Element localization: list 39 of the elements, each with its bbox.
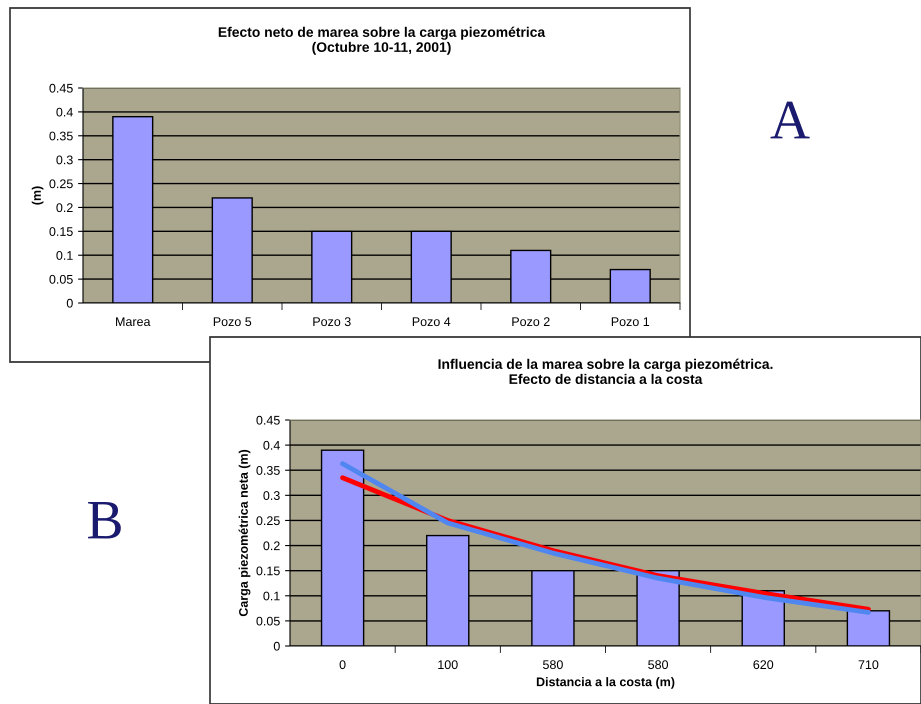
x-tick-label: Marea bbox=[116, 317, 150, 326]
text: A bbox=[770, 102, 810, 138]
y-tick-label: 0.4 bbox=[263, 440, 280, 450]
x-tick-label: Pozo 2 bbox=[512, 317, 550, 326]
y-tick-label: 0.2 bbox=[56, 203, 73, 212]
x-tick-label: Pozo 5 bbox=[214, 317, 252, 326]
y-axis-title: Carga piezométrica neta (m) bbox=[238, 450, 250, 616]
x-tick-label: 0 bbox=[340, 660, 346, 670]
x-tick-label: Pozo 3 bbox=[313, 317, 351, 326]
y-tick-label: 0.15 bbox=[49, 227, 73, 236]
y-tick-label: 0.4 bbox=[56, 108, 73, 117]
x-tick-label: 620 bbox=[753, 660, 774, 670]
y-tick-label: 0 bbox=[66, 298, 73, 308]
y-tick-label: 0.1 bbox=[263, 592, 280, 600]
y-tick-label: 0.05 bbox=[256, 616, 280, 626]
y-axis-title: (m) bbox=[32, 186, 44, 205]
y-tick-label: 0.45 bbox=[256, 416, 280, 425]
text: B bbox=[88, 502, 121, 539]
x-tick-label: 580 bbox=[648, 660, 668, 670]
y-tick-label: 0.45 bbox=[49, 84, 73, 93]
y-tick-label: 0.25 bbox=[256, 516, 280, 526]
y-tick-label: 0.15 bbox=[256, 566, 280, 576]
x-tick-label: Pozo 1 bbox=[612, 317, 650, 326]
x-tick-label: 710 bbox=[858, 660, 878, 670]
x-tick-label: 580 bbox=[542, 660, 563, 670]
x-tick-label: 100 bbox=[438, 660, 458, 670]
x-tick-label: Pozo 4 bbox=[412, 317, 450, 326]
y-tick-label: 0.3 bbox=[263, 491, 280, 500]
y-tick-label: 0.2 bbox=[263, 541, 280, 550]
y-tick-label: 0.25 bbox=[49, 179, 73, 188]
y-tick-label: 0.3 bbox=[56, 155, 73, 164]
y-tick-label: 0.35 bbox=[49, 132, 73, 140]
x-axis-title: Distancia a la costa (m) bbox=[536, 677, 674, 689]
y-tick-label: 0.05 bbox=[49, 274, 73, 284]
y-tick-label: 0.1 bbox=[56, 251, 73, 260]
y-tick-label: 0.35 bbox=[256, 466, 280, 475]
chart-title: Influencia de la marea sobre la carga piezométrica. Efecto de distancia a la costa bbox=[438, 358, 772, 384]
y-tick-label: 0 bbox=[274, 642, 280, 651]
chart-title: Efecto neto de marea sobre la carga piezométrica (Octubre 10-11, 2001) bbox=[218, 26, 546, 55]
